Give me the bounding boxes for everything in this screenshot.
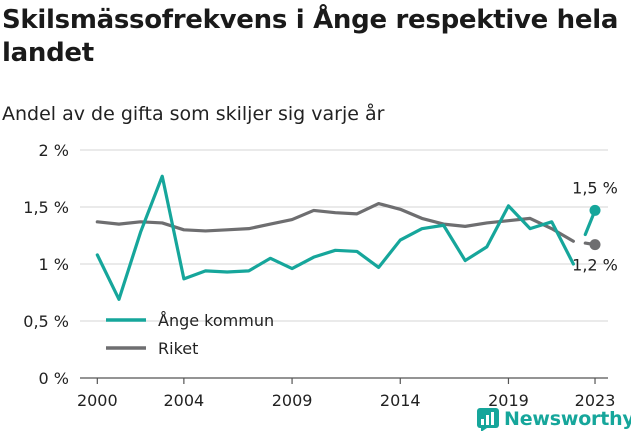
x-tick-label: 2004 [164,391,205,410]
legend: Ånge kommun Riket [106,311,274,358]
series-line-riket [95,201,575,243]
newsworthy-brand: Newsworthy [476,407,631,431]
grid-lines [80,149,608,379]
end-labels: 1,2 % 1,5 % [572,178,618,274]
x-tick-label: 2019 [488,391,529,410]
y-tick-label: 0,5 % [23,312,69,331]
legend-label-ange: Ånge kommun [158,311,274,330]
x-axis-ticks: 2000 2004 2009 2014 2019 2023 [77,378,615,410]
series-end-point-ange [589,204,601,216]
legend-label-riket: Riket [158,339,198,358]
series-end-point-riket [589,239,601,251]
brand-name: Newsworthy [504,408,631,430]
y-tick-label: 0 % [39,369,69,388]
y-axis-ticks: 0 % 0,5 % 1 % 1,5 % 2 % [23,141,69,388]
newsworthy-logo-icon [477,408,499,431]
x-tick-label: 2014 [380,391,421,410]
series-line-ange [95,174,575,301]
end-label-riket: 1,2 % [572,256,618,275]
chart-title: Skilsmässofrekvens i Ånge respektive hel… [2,5,619,68]
x-tick-label: 2009 [272,391,313,410]
series-lines [95,174,601,301]
end-label-ange: 1,5 % [572,178,618,197]
y-tick-label: 1,5 % [23,198,69,217]
chart-subtitle: Andel av de gifta som skiljer sig varje … [2,103,385,125]
x-tick-label: 2023 [575,391,616,410]
y-tick-label: 2 % [39,141,69,160]
x-tick-label: 2000 [77,391,118,410]
y-tick-label: 1 % [39,255,69,274]
